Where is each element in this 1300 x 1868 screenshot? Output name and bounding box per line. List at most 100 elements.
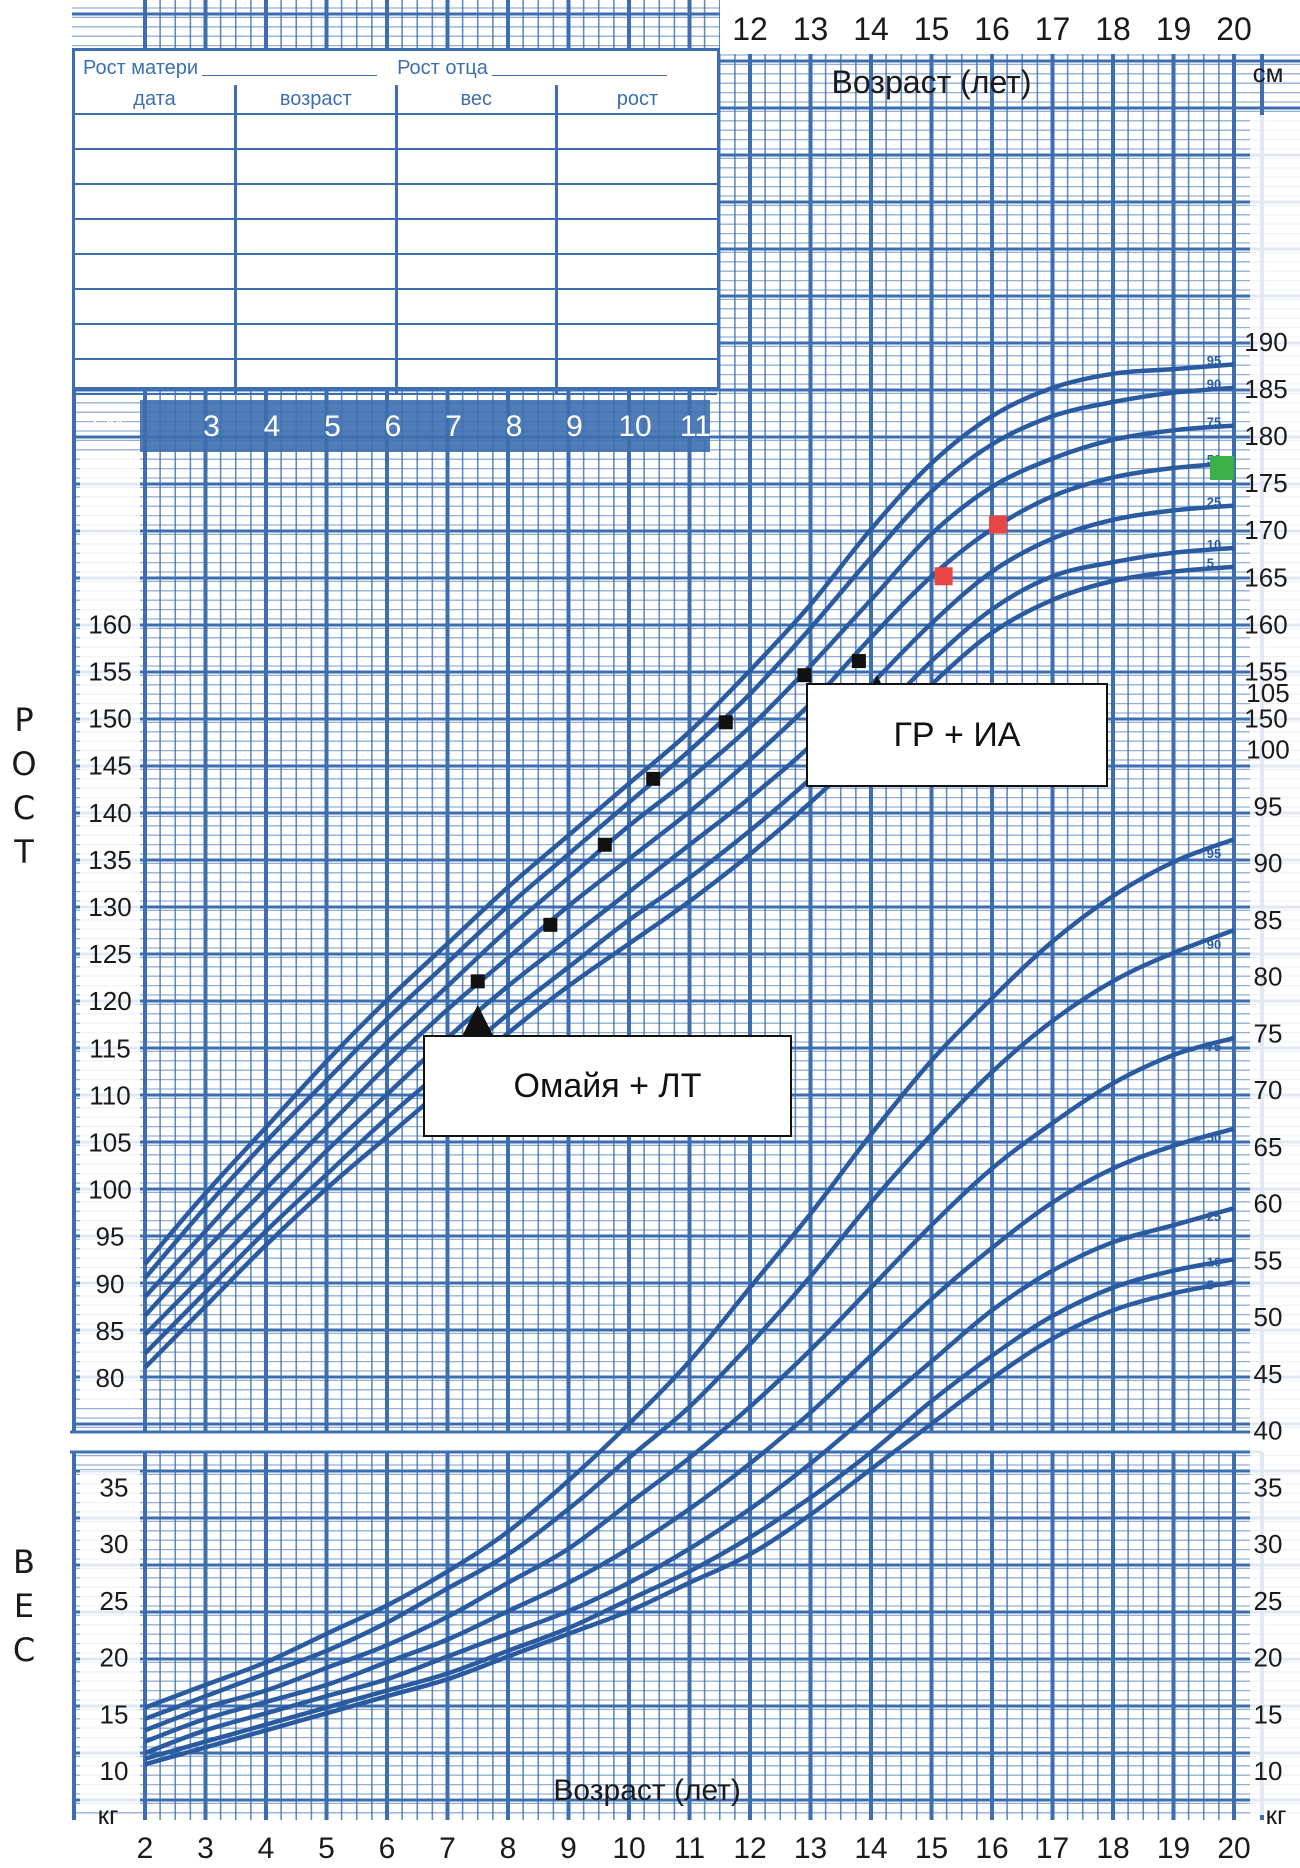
chart-section-gap xyxy=(70,1432,1300,1452)
weight-tick-right: 80 xyxy=(1254,962,1283,992)
weight-tick-right: 20 xyxy=(1254,1643,1283,1673)
height-tick-right: 190 xyxy=(1244,327,1287,357)
height-percentile-label: 25 xyxy=(1207,494,1221,509)
measurement-cell[interactable] xyxy=(396,114,558,150)
measurement-cell[interactable] xyxy=(556,149,717,185)
measurement-cell[interactable] xyxy=(75,184,237,220)
weight-tick-right: 90 xyxy=(1254,848,1283,878)
x-tick-bottom: 6 xyxy=(379,1832,396,1865)
measurement-cell[interactable] xyxy=(75,114,237,150)
measurement-cell[interactable] xyxy=(396,149,558,185)
measurement-cell[interactable] xyxy=(396,184,558,220)
x-tick-top: 15 xyxy=(914,11,950,47)
height-percentile-curve-p90 xyxy=(143,385,1235,1280)
measurement-cell[interactable] xyxy=(556,219,717,255)
x-tick-bottom: 20 xyxy=(1217,1832,1250,1865)
measurement-cell[interactable] xyxy=(396,359,558,395)
measurement-cell[interactable] xyxy=(235,324,398,360)
measurement-cell[interactable] xyxy=(75,254,237,290)
callout-gh-ia: ГР + ИА xyxy=(806,683,1108,787)
measurement-cell[interactable] xyxy=(396,289,558,325)
weight-tick-right: 40 xyxy=(1254,1416,1283,1446)
height-tick-right: 150 xyxy=(1244,704,1287,734)
measurement-cell[interactable] xyxy=(556,114,717,150)
height-tick-left: 140 xyxy=(88,798,131,828)
measurement-cell[interactable] xyxy=(556,254,717,290)
measurement-cell[interactable] xyxy=(75,149,237,185)
weight-tick-right: 15 xyxy=(1254,1699,1283,1729)
measurement-cell[interactable] xyxy=(556,184,717,220)
weight-tick-left: 30 xyxy=(100,1529,129,1559)
measurement-cell[interactable] xyxy=(75,359,237,395)
height-tick-left: 160 xyxy=(88,609,131,639)
height-percentile-curve-p25 xyxy=(143,503,1235,1337)
weight-tick-left: 25 xyxy=(100,1586,129,1616)
weight-percentile-label: 50 xyxy=(1207,1130,1221,1145)
x-tick-bottom: 10 xyxy=(612,1832,645,1865)
patient-height-point xyxy=(646,771,661,786)
measurement-cell[interactable] xyxy=(396,324,558,360)
x-tick-top: 12 xyxy=(732,11,768,47)
column-date: дата xyxy=(75,85,237,115)
bottom-label-band xyxy=(72,1820,1300,1868)
measurement-cell[interactable] xyxy=(235,254,398,290)
measurement-cell[interactable] xyxy=(235,184,398,220)
measurement-cell[interactable] xyxy=(556,324,717,360)
x-tick-top: 14 xyxy=(853,11,889,47)
height-tick-left: 125 xyxy=(88,939,131,969)
height-tick-left: 135 xyxy=(88,845,131,875)
measurement-cell[interactable] xyxy=(75,219,237,255)
x-tick-mid: 4 xyxy=(264,410,281,443)
mid-age-band xyxy=(140,400,710,452)
measurement-row xyxy=(75,184,717,220)
measurement-cell[interactable] xyxy=(556,289,717,325)
weight-percentile-curve-p75 xyxy=(144,1035,1235,1733)
weight-tick-right: 100 xyxy=(1246,735,1289,765)
target-height-point xyxy=(1209,455,1234,480)
weight-percentile-label: 5 xyxy=(1207,1277,1214,1292)
measurement-cell[interactable] xyxy=(235,114,398,150)
x-tick-mid: 9 xyxy=(566,410,583,443)
x-tick-bottom: 16 xyxy=(975,1832,1008,1865)
measurement-rows xyxy=(75,114,717,395)
measurement-cell[interactable] xyxy=(235,149,398,185)
height-tick-right: 185 xyxy=(1244,374,1287,404)
x-tick-bottom: 9 xyxy=(560,1832,577,1865)
weight-tick-right: 70 xyxy=(1254,1075,1283,1105)
x-axis-title-top: Возраст (лет) xyxy=(832,64,1032,100)
measurement-cell[interactable] xyxy=(235,219,398,255)
height-tick-left: 150 xyxy=(88,704,131,734)
weight-tick-left: 20 xyxy=(100,1643,129,1673)
weight-tick-right: 45 xyxy=(1254,1359,1283,1389)
mother-height-label: Рост матери xyxy=(83,56,199,79)
mother-height-field[interactable] xyxy=(202,61,378,76)
weight-percentile-label: 90 xyxy=(1207,937,1221,952)
height-tick-left: 95 xyxy=(96,1222,125,1252)
height-tick-right: 180 xyxy=(1244,421,1287,451)
x-tick-mid: 8 xyxy=(506,410,523,443)
measurement-cell[interactable] xyxy=(396,254,558,290)
x-tick-bottom: 8 xyxy=(500,1832,517,1865)
x-tick-mid: 7 xyxy=(445,410,462,443)
weight-percentile-curve-p5 xyxy=(144,1279,1235,1767)
side-letter: Е xyxy=(13,1587,35,1625)
patient-height-point xyxy=(543,917,558,932)
height-tick-left: 115 xyxy=(89,1033,130,1063)
measurement-cell[interactable] xyxy=(75,324,237,360)
father-height-field[interactable] xyxy=(491,61,667,76)
measurement-cell[interactable] xyxy=(556,359,717,395)
x-tick-mid: 10 xyxy=(618,410,651,443)
measurement-cell[interactable] xyxy=(235,289,398,325)
measurement-cell[interactable] xyxy=(235,359,398,395)
x-tick-top: 17 xyxy=(1035,11,1071,47)
measurement-cell[interactable] xyxy=(396,219,558,255)
x-tick-bottom: 15 xyxy=(915,1832,948,1865)
side-letter: В xyxy=(13,1543,35,1581)
weight-percentile-curve-p25 xyxy=(144,1206,1235,1756)
weight-percentile-label: 10 xyxy=(1207,1255,1221,1270)
parent-height-fields: Рост матери Рост отца xyxy=(75,51,717,85)
weight-tick-right: 95 xyxy=(1254,791,1283,821)
weight-tick-left: 10 xyxy=(100,1756,129,1786)
x-tick-mid: 5 xyxy=(324,410,341,443)
measurement-cell[interactable] xyxy=(75,289,237,325)
